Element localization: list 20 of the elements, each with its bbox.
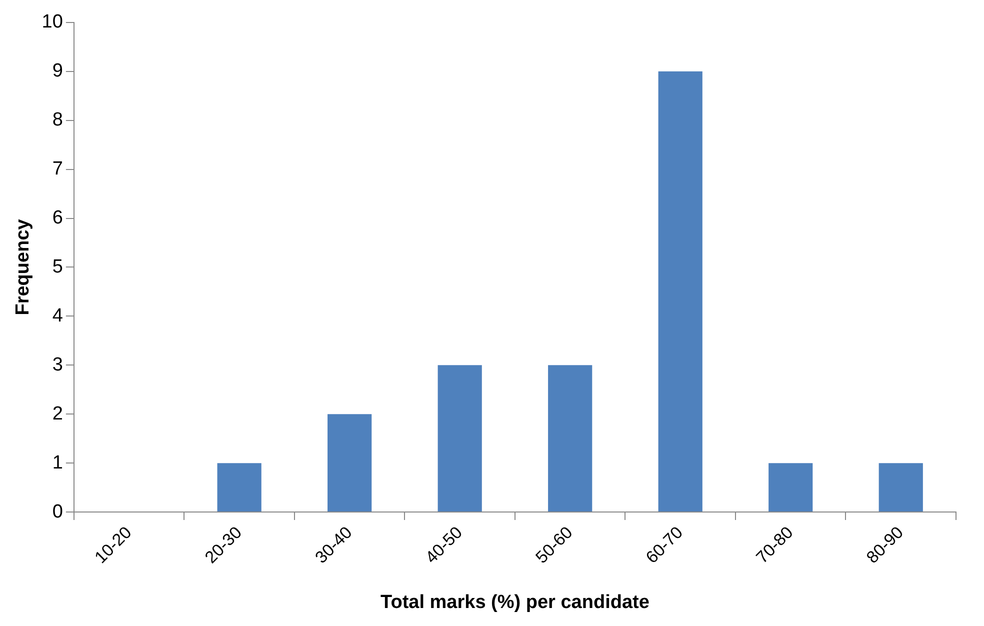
bar [548, 365, 592, 512]
y-tick-label: 7 [52, 158, 63, 180]
y-tick-label: 1 [52, 452, 63, 474]
bar [328, 414, 372, 512]
bar [878, 463, 923, 512]
y-axis-title: Frequency [12, 218, 34, 316]
y-tick-label: 6 [52, 207, 63, 228]
bar [217, 463, 262, 512]
y-tick-label: 5 [52, 256, 63, 278]
y-tick-label: 4 [52, 305, 64, 326]
y-tick-label: 8 [52, 110, 63, 131]
bar [658, 71, 702, 512]
bar [438, 365, 482, 512]
y-tick-label: 9 [52, 60, 63, 82]
x-axis-title: Total marks (%) per candidate [380, 592, 650, 613]
y-tick-label: 10 [42, 12, 63, 33]
bar [768, 463, 813, 512]
y-tick-label: 3 [52, 354, 63, 376]
y-tick-label: 2 [52, 403, 63, 424]
y-tick-label: 0 [52, 501, 63, 522]
